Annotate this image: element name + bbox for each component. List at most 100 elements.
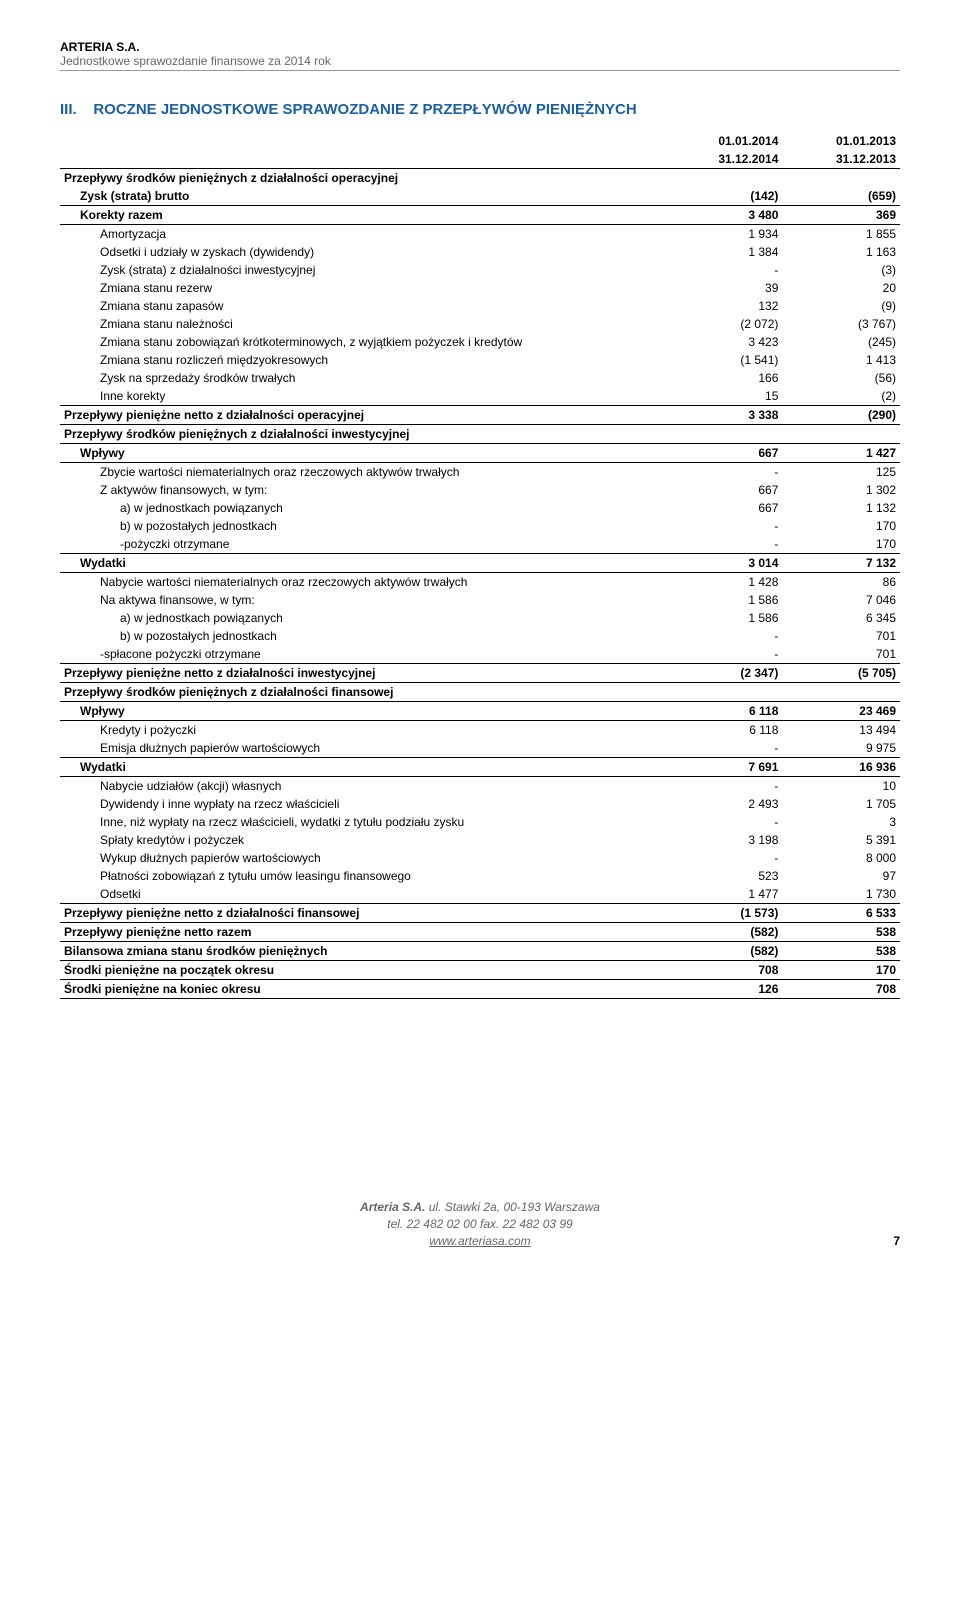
row-label: Odsetki — [60, 885, 665, 904]
table-row: Spłaty kredytów i pożyczek3 1985 391 — [60, 831, 900, 849]
table-row: Nabycie wartości niematerialnych oraz rz… — [60, 573, 900, 592]
row-value-2013: 6 345 — [782, 609, 900, 627]
table-row: Zmiana stanu zapasów132(9) — [60, 297, 900, 315]
row-value-2013: 97 — [782, 867, 900, 885]
table-row: Przepływy środków pieniężnych z działaln… — [60, 169, 900, 188]
row-value-2014: 3 338 — [665, 406, 783, 425]
row-value-2013: (3 767) — [782, 315, 900, 333]
col1-start: 01.01.2014 — [665, 132, 783, 150]
row-label: Środki pieniężne na początek okresu — [60, 961, 665, 980]
row-label: Zmiana stanu zobowiązań krótkoterminowyc… — [60, 333, 665, 351]
row-value-2014: - — [665, 627, 783, 645]
row-value-2013: 538 — [782, 923, 900, 942]
table-row: Zysk (strata) z działalności inwestycyjn… — [60, 261, 900, 279]
row-value-2013: 1 132 — [782, 499, 900, 517]
row-value-2014: 6 118 — [665, 702, 783, 721]
row-value-2013 — [782, 683, 900, 702]
table-row: Inne, niż wypłaty na rzecz właścicieli, … — [60, 813, 900, 831]
row-label: Kredyty i pożyczki — [60, 721, 665, 740]
row-label: Zysk (strata) brutto — [60, 187, 665, 206]
row-label: Wpływy — [60, 444, 665, 463]
table-row: Emisja dłużnych papierów wartościowych-9… — [60, 739, 900, 758]
row-value-2013: 6 533 — [782, 904, 900, 923]
row-value-2014: 39 — [665, 279, 783, 297]
row-label: Korekty razem — [60, 206, 665, 225]
table-row: Odsetki i udziały w zyskach (dywidendy)1… — [60, 243, 900, 261]
section-title: III. ROCZNE JEDNOSTKOWE SPRAWOZDANIE Z P… — [60, 101, 900, 118]
table-row: Płatności zobowiązań z tytułu umów leasi… — [60, 867, 900, 885]
row-value-2014: (1 541) — [665, 351, 783, 369]
col2-end: 31.12.2013 — [782, 150, 900, 169]
row-label: Przepływy środków pieniężnych z działaln… — [60, 425, 665, 444]
row-value-2014: 667 — [665, 481, 783, 499]
row-label: a) w jednostkach powiązanych — [60, 609, 665, 627]
row-value-2014: - — [665, 517, 783, 535]
footer-address: ul. Stawki 2a, 00-193 Warszawa — [425, 1200, 600, 1214]
row-label: Inne, niż wypłaty na rzecz właścicieli, … — [60, 813, 665, 831]
row-value-2013: 1 302 — [782, 481, 900, 499]
row-value-2014: (142) — [665, 187, 783, 206]
row-value-2013: 1 427 — [782, 444, 900, 463]
row-label: Płatności zobowiązań z tytułu umów leasi… — [60, 867, 665, 885]
row-label: Przepływy pieniężne netto z działalności… — [60, 904, 665, 923]
table-row: Wydatki3 0147 132 — [60, 554, 900, 573]
row-value-2014: 15 — [665, 387, 783, 406]
row-value-2013: 170 — [782, 961, 900, 980]
row-value-2014: 708 — [665, 961, 783, 980]
row-label: Zmiana stanu rezerw — [60, 279, 665, 297]
row-value-2013 — [782, 169, 900, 188]
row-value-2014: 3 480 — [665, 206, 783, 225]
row-label: Dywidendy i inne wypłaty na rzecz właści… — [60, 795, 665, 813]
table-row: Zmiana stanu należności(2 072)(3 767) — [60, 315, 900, 333]
row-value-2014: - — [665, 463, 783, 482]
table-row: Odsetki1 4771 730 — [60, 885, 900, 904]
row-value-2013: 701 — [782, 645, 900, 664]
page: ARTERIA S.A. Jednostkowe sprawozdanie fi… — [0, 0, 960, 1289]
table-row: a) w jednostkach powiązanych1 5866 345 — [60, 609, 900, 627]
row-value-2013: 13 494 — [782, 721, 900, 740]
row-value-2013: (245) — [782, 333, 900, 351]
table-row: Środki pieniężne na początek okresu70817… — [60, 961, 900, 980]
table-row: -pożyczki otrzymane-170 — [60, 535, 900, 554]
row-value-2014: 1 934 — [665, 225, 783, 244]
row-label: Środki pieniężne na koniec okresu — [60, 980, 665, 999]
footer-phone: tel. 22 482 02 00 fax. 22 482 03 99 — [60, 1216, 900, 1233]
row-value-2013: (56) — [782, 369, 900, 387]
row-value-2014: 7 691 — [665, 758, 783, 777]
row-value-2013 — [782, 425, 900, 444]
document-header: ARTERIA S.A. Jednostkowe sprawozdanie fi… — [60, 40, 900, 71]
table-row: a) w jednostkach powiązanych6671 132 — [60, 499, 900, 517]
row-value-2013: 5 391 — [782, 831, 900, 849]
table-row: Przepływy pieniężne netto z działalności… — [60, 664, 900, 683]
row-label: Spłaty kredytów i pożyczek — [60, 831, 665, 849]
row-label: Zmiana stanu zapasów — [60, 297, 665, 315]
row-value-2014: - — [665, 261, 783, 279]
row-value-2014 — [665, 425, 783, 444]
row-label: Odsetki i udziały w zyskach (dywidendy) — [60, 243, 665, 261]
row-label: Bilansowa zmiana stanu środków pieniężny… — [60, 942, 665, 961]
row-value-2014: - — [665, 849, 783, 867]
row-value-2014: 1 586 — [665, 591, 783, 609]
row-label: Amortyzacja — [60, 225, 665, 244]
row-label: b) w pozostałych jednostkach — [60, 517, 665, 535]
row-label: Przepływy środków pieniężnych z działaln… — [60, 683, 665, 702]
table-row: Dywidendy i inne wypłaty na rzecz właści… — [60, 795, 900, 813]
row-value-2013: (659) — [782, 187, 900, 206]
row-label: -spłacone pożyczki otrzymane — [60, 645, 665, 664]
row-value-2013: 7 046 — [782, 591, 900, 609]
row-value-2013: 1 705 — [782, 795, 900, 813]
table-header-row-2: 31.12.2014 31.12.2013 — [60, 150, 900, 169]
table-row: Amortyzacja1 9341 855 — [60, 225, 900, 244]
row-value-2013: 8 000 — [782, 849, 900, 867]
table-row: Zysk na sprzedaży środków trwałych166(56… — [60, 369, 900, 387]
table-row: Nabycie udziałów (akcji) własnych-10 — [60, 777, 900, 796]
table-row: Przepływy pieniężne netto razem(582)538 — [60, 923, 900, 942]
row-label: Nabycie udziałów (akcji) własnych — [60, 777, 665, 796]
row-value-2013: 708 — [782, 980, 900, 999]
row-value-2014: - — [665, 535, 783, 554]
row-value-2013: 9 975 — [782, 739, 900, 758]
row-value-2013: 701 — [782, 627, 900, 645]
table-row: Przepływy środków pieniężnych z działaln… — [60, 425, 900, 444]
table-row: Wpływy6 11823 469 — [60, 702, 900, 721]
table-row: Wykup dłużnych papierów wartościowych-8 … — [60, 849, 900, 867]
